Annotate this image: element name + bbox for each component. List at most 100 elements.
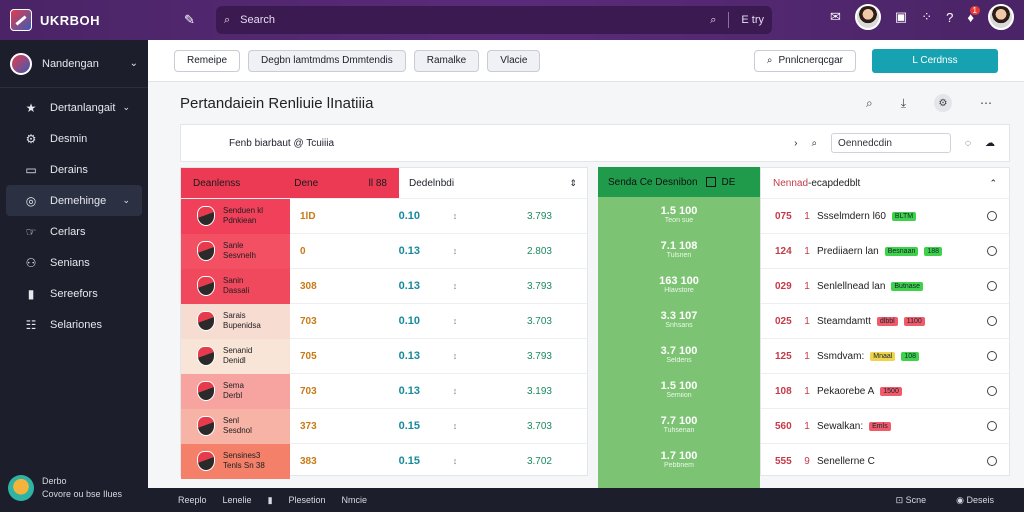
filter-search-button[interactable]: ⌕ Pnnlcnerqcgar bbox=[753, 49, 856, 72]
value: 3.703 bbox=[526, 315, 552, 327]
radio-icon[interactable] bbox=[987, 386, 997, 396]
column-header[interactable]: Deanlenss bbox=[193, 177, 241, 189]
table-row[interactable]: Sema Derbl 703 0.13 ↕ 3.193 bbox=[181, 373, 587, 409]
radio-icon[interactable] bbox=[987, 246, 997, 256]
team-cell: Senl Sesdnol bbox=[181, 408, 290, 444]
search-icon[interactable]: ⌕ bbox=[865, 95, 873, 110]
mail-icon[interactable]: ✉ bbox=[830, 9, 841, 24]
chart-icon[interactable]: ▮ bbox=[267, 494, 273, 505]
match-filter-input[interactable] bbox=[831, 133, 952, 153]
radio-icon[interactable] bbox=[987, 456, 997, 466]
list-item[interactable]: 025 1 Steamdamtt dlbbl 1100 bbox=[761, 303, 1009, 338]
team-selector[interactable]: Nandengan ⌄ bbox=[0, 40, 148, 88]
page-tools: ⌕ ⤓ ⚙ ⋯ bbox=[866, 94, 992, 112]
list-item[interactable]: 125 1 Ssmdvam: Mnaal 108 bbox=[761, 338, 1009, 373]
status-badge: Mnaal bbox=[870, 351, 896, 361]
score: 383 bbox=[300, 455, 317, 467]
sidebar-item-label: Derains bbox=[50, 163, 88, 176]
radio-icon[interactable] bbox=[987, 351, 997, 361]
list-item[interactable]: 029 1 Senlellnead lan Butnase bbox=[761, 268, 1009, 303]
search-submit-icon[interactable]: ⌕ bbox=[710, 13, 717, 26]
score: 0 bbox=[300, 245, 306, 257]
sidebar-item-sereefors[interactable]: ▮ Sereefors bbox=[6, 278, 142, 309]
table-row[interactable]: Senduen kl Pdnkiean 1lD 0.10 ↕ 3.793 bbox=[181, 198, 587, 234]
sort-icon[interactable]: ⇕ bbox=[569, 177, 577, 188]
pin-icon[interactable]: ⤓ bbox=[900, 95, 906, 110]
table-row[interactable]: Sanle Sesvnelh 0 0.13 ↕ 2.803 bbox=[181, 233, 587, 269]
bottom-link[interactable]: Nmcie bbox=[341, 495, 368, 505]
club-crest-icon bbox=[195, 132, 215, 154]
player-list-subtitle: -ecapdedblt bbox=[808, 177, 861, 189]
bottom-link[interactable]: ⊡ Scne bbox=[895, 494, 927, 505]
table-row[interactable]: Sarais Bupenidsa 703 0.10 ↕ 3.703 bbox=[181, 303, 587, 339]
radio-icon[interactable] bbox=[987, 421, 997, 431]
settings-icon[interactable]: ⚙ bbox=[934, 94, 952, 112]
chevron-up-icon[interactable]: ⌃ bbox=[989, 177, 997, 188]
column-header[interactable]: Dedelnbdi bbox=[409, 177, 455, 189]
sidebar-item-senians[interactable]: ⚇ Senians bbox=[6, 247, 142, 278]
grid-icon[interactable]: ⁘ bbox=[921, 9, 933, 24]
compose-icon[interactable]: ✎ bbox=[184, 12, 195, 27]
sidebar-item-selariones[interactable]: ☷ Selariones bbox=[6, 309, 142, 340]
filter-chip[interactable]: Vlacie bbox=[487, 49, 541, 72]
sidebar-item-label: Senians bbox=[50, 256, 90, 269]
search-icon[interactable]: ⌕ bbox=[811, 137, 818, 149]
score: 1lD bbox=[300, 210, 316, 222]
chevron-right-icon[interactable]: › bbox=[794, 137, 798, 149]
odd-value: 0.13 bbox=[398, 245, 420, 257]
score: 308 bbox=[300, 280, 317, 292]
sidebar-item-label: Sereefors bbox=[50, 287, 98, 300]
primary-action-button[interactable]: L Cerdnss bbox=[872, 48, 998, 73]
chevron-down-icon: ⌄ bbox=[122, 102, 130, 112]
table-row[interactable]: Sanin Dassali 308 0.13 ↕ 3.793 bbox=[181, 268, 587, 304]
list-item[interactable]: 108 1 Pekaorebe A 1500 bbox=[761, 373, 1009, 408]
bottom-link[interactable]: Plesetion bbox=[288, 495, 326, 505]
radio-icon[interactable] bbox=[987, 316, 997, 326]
bottom-link[interactable]: Lenelie bbox=[222, 495, 252, 505]
user-profile[interactable]: Derbo Covore ou bse Ilues bbox=[0, 464, 148, 512]
search-scope-label[interactable]: E try bbox=[741, 14, 764, 26]
filter-chip[interactable]: Remeipe bbox=[174, 49, 241, 72]
match-tools: › ⌕ ◌ ☁ bbox=[794, 133, 995, 153]
bottom-link[interactable]: ◉ Deseis bbox=[956, 494, 994, 505]
list-item[interactable]: 075 1 Ssselmdern l60 BLTM bbox=[761, 198, 1009, 233]
sidebar-item-cerlars[interactable]: ☞ Cerlars bbox=[6, 216, 142, 247]
stat-label: Semiion bbox=[666, 392, 692, 399]
lock-icon[interactable]: ◌ bbox=[965, 137, 971, 149]
sidebar-item-dertanlangait[interactable]: ★ Dertanlangait ⌄ bbox=[6, 92, 142, 123]
help-icon[interactable]: ? bbox=[946, 9, 954, 25]
table-row[interactable]: Sensines3 Tenls Sn 38 383 0.15 ↕ 3.702 bbox=[181, 443, 587, 479]
avatar[interactable] bbox=[854, 4, 881, 30]
list-item[interactable]: 124 1 Prediiaern lan Besnaan 188 bbox=[761, 233, 1009, 268]
radio-icon[interactable] bbox=[987, 281, 997, 291]
filter-chip[interactable]: Degbn lamtmdms Dmmtendis bbox=[248, 49, 406, 72]
gear-icon: ⚙ bbox=[25, 131, 37, 146]
stat-value: 7.7 100 bbox=[660, 415, 698, 427]
list-item[interactable]: 555 9 Senellerne C bbox=[761, 443, 1009, 478]
filter-chip[interactable]: Ramalke bbox=[413, 49, 480, 72]
item-number: 029 bbox=[775, 280, 792, 292]
list-item[interactable]: 560 1 Sewalkan: Emls bbox=[761, 408, 1009, 443]
sidebar-item-derains[interactable]: ▭ Derains bbox=[6, 154, 142, 185]
table-row[interactable]: Senanid Denidl 705 0.13 ↕ 3.793 bbox=[181, 338, 587, 374]
odd-value: 0.13 bbox=[398, 350, 420, 362]
search-bar[interactable]: ⌕ ⌕ E try bbox=[216, 6, 772, 34]
sidebar-item-desmin[interactable]: ⚙ Desmin bbox=[6, 123, 142, 154]
team-name: Senanid Denidl bbox=[223, 346, 253, 365]
column-header[interactable]: Dene bbox=[294, 177, 319, 189]
table-row[interactable]: Senl Sesdnol 373 0.15 ↕ 3.703 bbox=[181, 408, 587, 444]
bottom-link[interactable]: Reeplo bbox=[178, 495, 207, 505]
header-red: Deanlenss Dene ll 88 bbox=[181, 168, 399, 198]
profile-avatar[interactable] bbox=[988, 4, 1014, 30]
column-header[interactable]: ll 88 bbox=[368, 177, 387, 189]
more-icon[interactable]: ⋯ bbox=[980, 96, 992, 110]
brand[interactable]: UKRBOH bbox=[0, 9, 148, 31]
bell-button[interactable]: ♦ 1 bbox=[967, 5, 980, 25]
stat-value: 7.1 108 bbox=[660, 240, 698, 252]
search-input[interactable] bbox=[240, 14, 671, 26]
radio-icon[interactable] bbox=[987, 211, 997, 221]
sidebar-item-demehinge[interactable]: ◎ Demehinge ⌄ bbox=[6, 185, 142, 216]
cloud-icon[interactable]: ☁ bbox=[985, 137, 995, 149]
top-right-icons: ✉ ▣ ⁘ ? ♦ 1 bbox=[830, 4, 1014, 30]
calendar-icon[interactable]: ▣ bbox=[894, 9, 908, 24]
